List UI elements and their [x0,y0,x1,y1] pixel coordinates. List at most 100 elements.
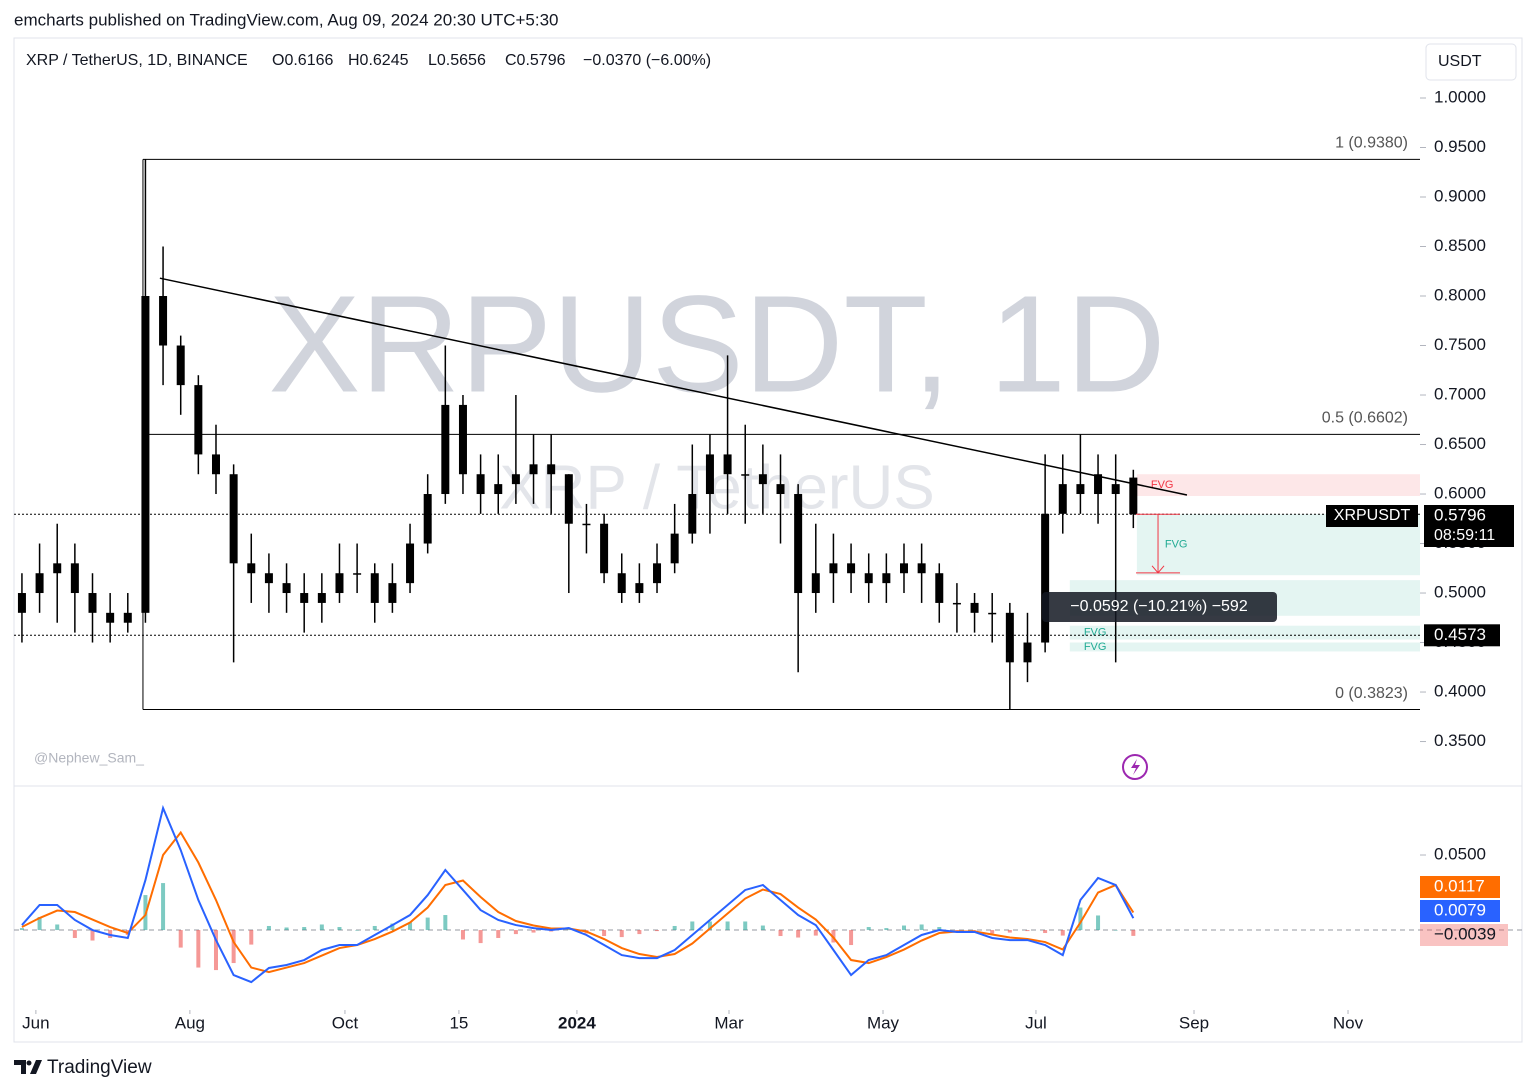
histogram-bar [919,924,924,931]
histogram-bar [707,921,712,931]
symbol-tag-bg [1326,505,1418,527]
plot: 1.0000 0.9500 0.9000 0.8500 0.8000 0.7500 0.70… [14,87,1522,1032]
histogram-bar [1078,907,1083,931]
histogram-bar [355,930,360,931]
candle-body [847,563,856,574]
candle-body [423,494,432,544]
candle-body [335,573,344,594]
fvg-label: FVG [1165,539,1188,551]
candle-body [1058,484,1067,514]
fvg-label: FVG [1084,641,1107,653]
fib-label: 0 (0.3823) [1335,685,1408,702]
histogram-bar [513,930,518,935]
histogram-bar [531,930,536,933]
histogram-bar [796,930,801,938]
histogram-bar [602,930,607,937]
y-tick-label: 0.7500 [1434,335,1486,354]
candle-body [582,523,591,526]
candle-body [970,602,979,613]
histogram-bar [178,930,183,948]
candle-body [88,593,97,613]
candle-body [899,563,908,574]
histogram-bar [1131,930,1136,936]
candle-body [494,484,503,495]
y-tick-label: 0.3500 [1434,731,1486,750]
candle-body [705,454,714,495]
candle-body [353,573,362,575]
candle-body [776,484,785,495]
histogram-bar [760,925,765,931]
histogram-bar [566,929,571,931]
candle-body [1094,474,1103,495]
ohlc-low: L0.5656 [428,52,486,69]
x-tick-label: Nov [1333,1013,1364,1032]
histogram-bar [72,930,77,938]
y-tick-label: 0.9000 [1434,186,1486,205]
footer-brand: TradingView [47,1057,152,1078]
histogram-bar [249,930,254,945]
candle-body [141,296,150,613]
x-tick-label: Mar [714,1013,744,1032]
histogram-bar [884,928,889,931]
histogram-bar [19,928,24,931]
level-tag-bg [1424,624,1500,647]
candle-body [511,474,520,485]
countdown: 08:59:11 [1434,527,1495,544]
candle-body [282,583,291,594]
y-tick-label: 0.7000 [1434,384,1486,403]
x-tick-label: 2024 [558,1013,596,1032]
candle-body [741,474,750,476]
y-tick-label: 0.4000 [1434,682,1486,701]
histogram-bar [849,930,854,946]
y-tick-label: 0.6500 [1434,434,1486,453]
x-tick-label: Jun [22,1013,49,1032]
candle-body [317,593,326,603]
histogram-bar [55,924,60,931]
value-tag-bg [1420,876,1500,898]
candle-body [388,583,397,603]
candle-body [653,563,662,584]
histogram-bar [1060,930,1065,936]
histogram-bar [813,930,818,936]
histogram-bar [1007,930,1012,933]
candle-body [758,474,767,485]
price-tag: 0.5796 [1434,505,1486,524]
measure-box [1042,592,1277,622]
histogram-bar [425,917,430,931]
candle-body [370,573,379,603]
histogram-bar [90,930,95,941]
watermark-symbol: XRPUSDT, 1D [268,267,1165,421]
histogram-bar [478,930,483,944]
y-tick-label: 0.9500 [1434,137,1486,156]
fvg-zone [1069,642,1420,652]
candle-body [723,454,732,475]
candle-body [917,563,926,574]
candle-body [194,385,203,455]
candle-body [529,464,538,475]
x-tick-label: Oct [332,1013,359,1032]
candle-body [635,583,644,594]
candle-body [670,533,679,564]
fvg-zone [1136,474,1420,497]
histogram-bar [1113,930,1118,931]
candle-body [600,523,609,574]
watermark-name: XRP / TetherUS [499,453,934,522]
alert-icon[interactable] [1122,754,1148,780]
value-tag: −0.0039 [1434,924,1496,943]
value-tag-bg [1420,924,1508,946]
candle-body [17,593,26,613]
histogram-bar [990,930,995,934]
histogram-bar [1096,915,1101,931]
histogram-bar [390,923,395,931]
histogram-bar [954,930,959,931]
currency-label[interactable]: USDT [1438,53,1482,70]
candle-body [547,464,556,475]
histogram-bar [337,927,342,931]
histogram-bar [161,883,166,931]
histogram-bar [1025,930,1030,932]
candle-body [247,563,256,574]
candle-body [1023,642,1032,663]
currency-button[interactable] [1425,43,1517,81]
histogram-bar [690,921,695,931]
